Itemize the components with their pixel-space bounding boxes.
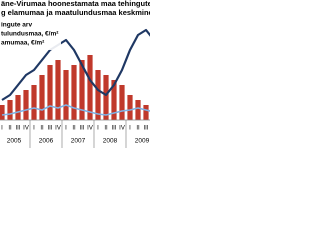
bar xyxy=(63,70,69,120)
bar xyxy=(71,65,77,120)
bar xyxy=(39,75,45,120)
x-tick-label: I xyxy=(97,126,99,132)
bar xyxy=(7,100,13,120)
x-tick-label: II xyxy=(72,126,76,132)
x-tick-label: I xyxy=(65,126,67,132)
line xyxy=(1,28,150,101)
x-tick-label: III xyxy=(15,126,20,132)
chart-title: äne-Virumaa hoonestamata maa tehingute a xyxy=(1,0,150,8)
bar xyxy=(87,55,93,120)
x-tick-label: II xyxy=(40,126,44,132)
year-label: 2005 xyxy=(7,138,22,145)
chart: IIIIIIIVIIIIIIIVIIIIIIIVIIIIIIIVIIIIIIIV… xyxy=(0,0,150,150)
legend-box xyxy=(0,20,61,50)
bar xyxy=(103,75,109,120)
legend-label: amumaa, €/m² xyxy=(1,40,45,47)
bar xyxy=(47,65,53,120)
bar xyxy=(31,85,37,120)
bar xyxy=(143,105,149,120)
bar xyxy=(15,95,21,120)
legend-label: ingute arv xyxy=(1,22,32,29)
x-tick-label: IV xyxy=(55,126,61,132)
page: {"chart_data": {"type": "bar", "title_li… xyxy=(0,0,150,150)
x-tick-label: III xyxy=(111,126,116,132)
x-tick-label: IV xyxy=(119,126,125,132)
x-tick-label: I xyxy=(129,126,131,132)
x-tick-label: IV xyxy=(87,126,93,132)
year-label: 2009 xyxy=(135,138,150,145)
bar xyxy=(135,100,141,120)
bar xyxy=(0,105,5,120)
bar xyxy=(55,60,61,120)
x-tick-label: II xyxy=(104,126,108,132)
year-label: 2008 xyxy=(103,138,118,145)
bar xyxy=(119,85,125,120)
x-tick-label: III xyxy=(47,126,52,132)
x-tick-label: I xyxy=(1,126,3,132)
x-tick-label: II xyxy=(136,126,140,132)
x-tick-label: I xyxy=(33,126,35,132)
legend: ingute arv tulundusmaa, €/m² amumaa, €/m² xyxy=(0,20,61,50)
bar xyxy=(23,90,29,120)
x-tick-label: III xyxy=(79,126,84,132)
bar xyxy=(127,95,133,120)
x-tick-label: III xyxy=(143,126,148,132)
bar xyxy=(79,60,85,120)
chart-title: g elamumaa ja maatulundusmaa keskmine h xyxy=(1,8,150,17)
legend-label: tulundusmaa, €/m² xyxy=(1,31,59,38)
x-tick-label: II xyxy=(8,126,12,132)
bar xyxy=(95,70,101,120)
year-label: 2006 xyxy=(39,138,54,145)
bar xyxy=(111,80,117,120)
year-label: 2007 xyxy=(71,138,86,145)
line xyxy=(1,104,150,116)
x-tick-label: IV xyxy=(23,126,29,132)
